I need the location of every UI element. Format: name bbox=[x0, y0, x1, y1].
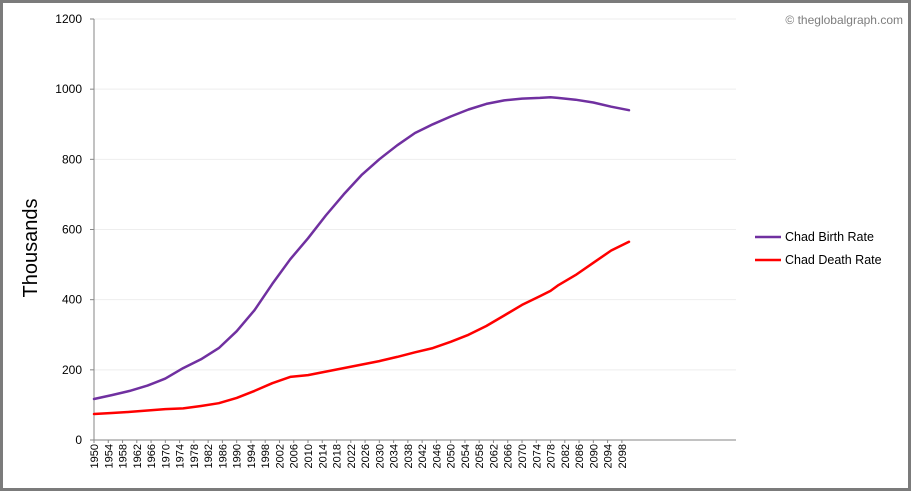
x-tick-label: 1998 bbox=[260, 444, 272, 468]
x-tick-labels: 1950 1954 1958 1962 1966 1970 1974 1978 1982 1986… bbox=[89, 444, 629, 468]
x-tick-label: 2070 bbox=[517, 444, 529, 468]
x-tick-label: 2010 bbox=[303, 444, 315, 468]
legend-label: Chad Death Rate bbox=[785, 253, 882, 267]
legend-item: Chad Birth Rate bbox=[755, 230, 874, 244]
legend-item: Chad Death Rate bbox=[755, 253, 882, 267]
x-tick-label: 2058 bbox=[474, 444, 486, 468]
x-tick-label: 2002 bbox=[274, 444, 286, 468]
y-tick-label: 0 bbox=[75, 433, 82, 447]
x-tick-label: 1970 bbox=[160, 444, 172, 468]
x-tick-label: 2054 bbox=[460, 444, 472, 468]
x-tick-label: 2034 bbox=[389, 444, 401, 468]
x-tick-label: 2018 bbox=[332, 444, 344, 468]
series-line-death-rate bbox=[92, 240, 631, 416]
x-tick-label: 2050 bbox=[446, 444, 458, 468]
axes bbox=[90, 18, 736, 443]
x-tick-label: 2038 bbox=[403, 444, 415, 468]
x-tick-label: 2014 bbox=[317, 444, 329, 468]
y-tick-label: 1000 bbox=[55, 82, 82, 96]
x-tick-label: 1978 bbox=[189, 444, 201, 468]
x-tick-label: 1958 bbox=[118, 444, 130, 468]
y-tick-label: 600 bbox=[62, 223, 82, 237]
x-tick-label: 2066 bbox=[503, 444, 515, 468]
y-axis-title: Thousands bbox=[20, 199, 42, 298]
series-line-birth-rate bbox=[92, 95, 631, 401]
x-tick-label: 1994 bbox=[246, 444, 258, 468]
x-tick-label: 1990 bbox=[232, 444, 244, 468]
x-tick-label: 2094 bbox=[603, 444, 615, 468]
y-tick-label: 800 bbox=[62, 152, 82, 166]
x-tick-label: 2078 bbox=[546, 444, 558, 468]
x-tick-label: 1954 bbox=[103, 444, 115, 468]
y-tick-label: 1200 bbox=[55, 12, 82, 26]
y-tick-labels: 0 200 400 600 800 1000 1200 bbox=[55, 12, 82, 447]
x-tick-label: 2042 bbox=[417, 444, 429, 468]
legend-label: Chad Birth Rate bbox=[785, 230, 874, 244]
x-tick-label: 2022 bbox=[346, 444, 358, 468]
legend: Chad Birth Rate Chad Death Rate bbox=[755, 230, 882, 267]
series-lines bbox=[92, 95, 631, 416]
x-tick-label: 2090 bbox=[588, 444, 600, 468]
x-tick-label: 2026 bbox=[360, 444, 372, 468]
x-tick-label: 1950 bbox=[89, 444, 101, 468]
x-tick-label: 2082 bbox=[560, 444, 572, 468]
gridlines bbox=[94, 18, 736, 371]
watermark: © theglobalgraph.com bbox=[785, 13, 903, 27]
y-tick-label: 400 bbox=[62, 293, 82, 307]
x-tick-label: 1974 bbox=[175, 444, 187, 468]
x-tick-label: 1966 bbox=[146, 444, 158, 468]
x-tick-label: 2006 bbox=[289, 444, 301, 468]
x-tick-label: 1986 bbox=[217, 444, 229, 468]
x-tick-label: 2030 bbox=[374, 444, 386, 468]
x-tick-label: 2086 bbox=[574, 444, 586, 468]
x-tick-label: 2046 bbox=[431, 444, 443, 468]
x-tick-label: 2074 bbox=[531, 444, 543, 468]
y-tick-label: 200 bbox=[62, 363, 82, 377]
x-tick-label: 1962 bbox=[132, 444, 144, 468]
x-tick-label: 1982 bbox=[203, 444, 215, 468]
x-tick-label: 2098 bbox=[617, 444, 629, 468]
x-tick-label: 2062 bbox=[488, 444, 500, 468]
